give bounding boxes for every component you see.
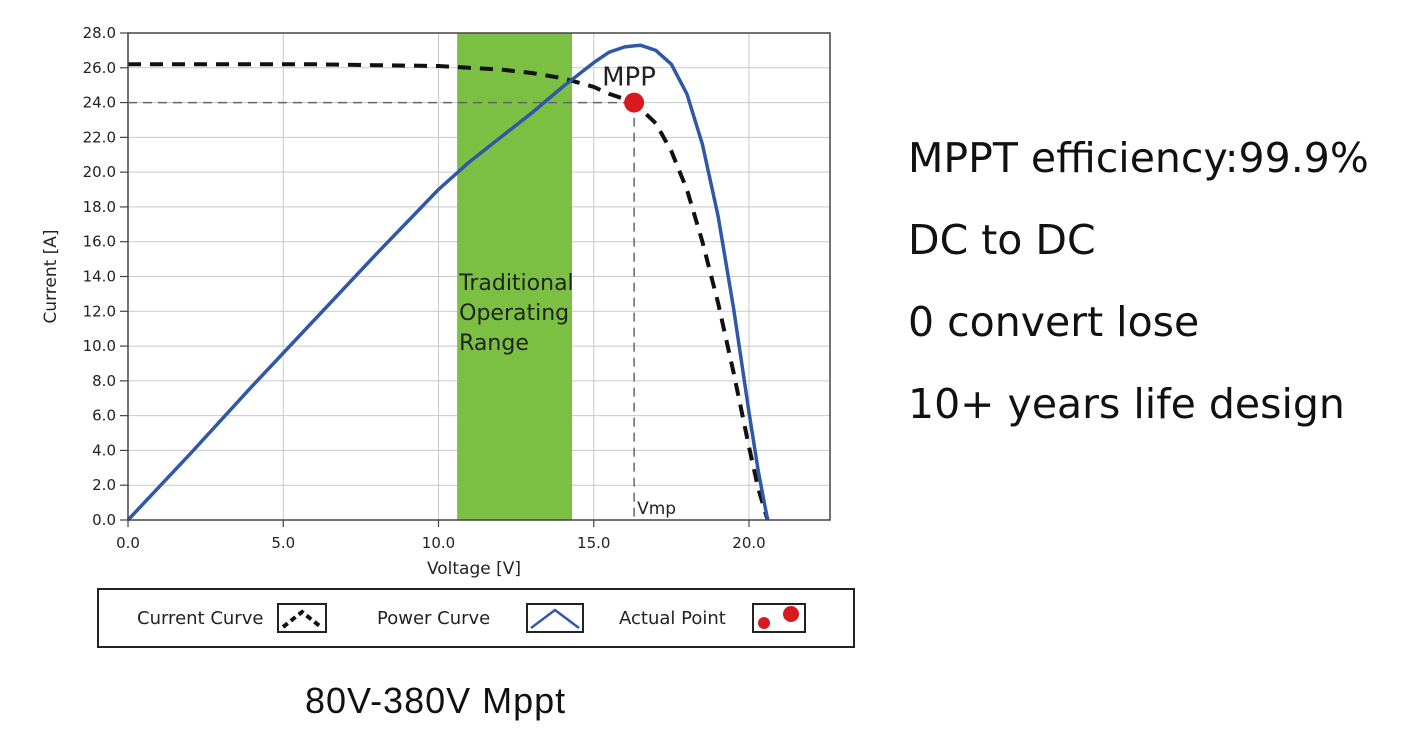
operating-range-layer: [457, 33, 573, 520]
y-tick-label: 12.0: [83, 302, 116, 320]
x-tick-label: 15.0: [577, 534, 610, 552]
x-tick-label: 20.0: [732, 534, 765, 552]
y-tick-label: 26.0: [83, 59, 116, 77]
chart-caption: 80V-380V Mppt: [305, 680, 567, 721]
x-axis-title: Voltage [V]: [427, 559, 521, 579]
y-tick-label: 18.0: [83, 198, 116, 216]
feature-list: MPPT efficiency:99.9% DC to DC 0 convert…: [908, 130, 1369, 458]
feature-dc-to-dc: DC to DC: [908, 216, 1096, 264]
y-tick-label: 8.0: [92, 372, 116, 390]
y-tick-label: 20.0: [83, 163, 116, 181]
y-tick-label: 28.0: [83, 24, 116, 42]
annotation-layer: Traditional Operating Range MPP Vmp: [128, 63, 676, 520]
dashed-peak-icon: [277, 603, 328, 633]
y-tick-label: 22.0: [83, 128, 116, 146]
y-tick-label: 14.0: [83, 268, 116, 286]
red-dots-icon: [751, 603, 806, 633]
solid-peak-icon: [526, 603, 585, 633]
legend-item-current-curve: Current Curve: [137, 590, 328, 646]
operating-range-label: Operating: [459, 301, 569, 326]
y-tick-label: 4.0: [92, 441, 116, 459]
current-curve-line: [128, 62, 770, 521]
feature-mppt-efficiency: MPPT efficiency:99.9%: [908, 134, 1369, 182]
y-tick-label: 10.0: [83, 337, 116, 355]
legend-label-actual: Actual Point: [619, 607, 726, 629]
y-axis-title: Current [A]: [41, 229, 61, 323]
operating-range-label: Traditional: [458, 271, 574, 296]
feature-convert-loss: 0 convert lose: [908, 298, 1200, 346]
mpp-label: MPP: [602, 63, 656, 93]
feature-life-design: 10+ years life design: [908, 380, 1345, 428]
y-tick-label: 2.0: [92, 476, 116, 494]
y-tick-label: 16.0: [83, 233, 116, 251]
series-layer: [126, 43, 770, 522]
x-tick-label: 5.0: [271, 534, 295, 552]
chart-legend: Current Curve Power Curve Actual Point: [97, 588, 855, 648]
legend-label-current: Current Curve: [137, 607, 264, 629]
mppt-chart: 0.0 2.0 4.0 6.0 8.0 10.0 12.0 14.0 16.0 18.0 20.0 2…: [41, 24, 831, 579]
operating-range-label: Range: [459, 331, 529, 356]
legend-item-actual-point: Actual Point: [619, 590, 806, 646]
operating-range-area: [457, 33, 573, 520]
x-tick-label: 10.0: [422, 534, 455, 552]
y-tick-label: 0.0: [92, 511, 116, 529]
y-tick-label: 6.0: [92, 407, 116, 425]
y-tick-label: 24.0: [83, 94, 116, 112]
axis-layer: 0.0 2.0 4.0 6.0 8.0 10.0 12.0 14.0 16.0 18.0 20.0 2…: [41, 24, 831, 579]
mpp-point: [624, 92, 645, 113]
power-curve-line: [126, 43, 770, 522]
vmp-label: Vmp: [637, 499, 676, 519]
x-tick-label: 0.0: [116, 534, 140, 552]
legend-item-power-curve: Power Curve: [377, 590, 585, 646]
legend-label-power: Power Curve: [377, 607, 491, 629]
